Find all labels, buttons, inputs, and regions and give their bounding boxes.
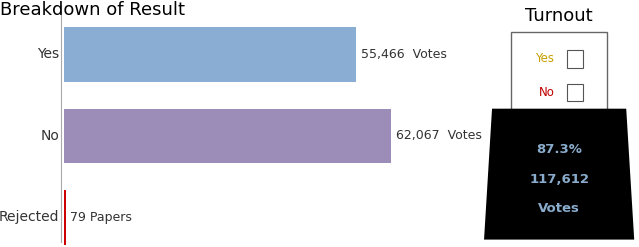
Text: Votes: Votes	[538, 202, 580, 215]
FancyBboxPatch shape	[511, 32, 607, 116]
Text: Rejected: Rejected	[0, 210, 59, 224]
Text: 117,612: 117,612	[529, 173, 589, 185]
Text: 62,067  Votes: 62,067 Votes	[396, 129, 481, 142]
Text: Yes: Yes	[37, 47, 59, 61]
Text: 87.3%: 87.3%	[536, 143, 582, 156]
Text: No: No	[40, 129, 59, 143]
Text: 79 Papers: 79 Papers	[70, 211, 132, 224]
Text: Turnout: Turnout	[525, 7, 593, 25]
Text: Yes: Yes	[535, 52, 554, 65]
Polygon shape	[484, 109, 634, 240]
Text: No: No	[539, 86, 554, 99]
FancyBboxPatch shape	[64, 27, 356, 82]
FancyBboxPatch shape	[567, 50, 583, 68]
FancyBboxPatch shape	[64, 190, 66, 245]
Text: Breakdown of Result: Breakdown of Result	[0, 1, 185, 19]
FancyBboxPatch shape	[567, 84, 583, 101]
Text: 55,466  Votes: 55,466 Votes	[361, 48, 447, 61]
FancyBboxPatch shape	[64, 109, 391, 163]
